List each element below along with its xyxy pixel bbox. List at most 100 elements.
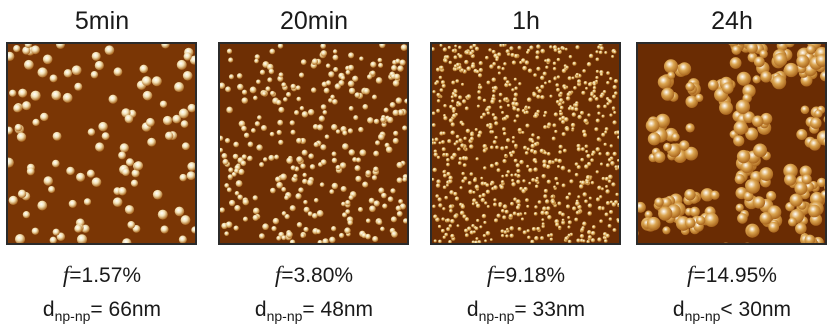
nanoparticle [509,233,514,238]
nanoparticle [55,44,65,49]
nanoparticle [331,157,338,164]
nanoparticle [684,188,696,201]
nanoparticle [436,92,441,97]
distance-subscript: np-np [478,308,515,324]
nanoparticle [226,106,233,114]
nanoparticle [446,218,451,223]
nanoparticle [784,173,797,186]
coverage-value: =3.80% [281,264,354,287]
nanoparticle [439,44,443,47]
nanoparticle [298,187,304,193]
nanoparticle [536,226,541,231]
nanoparticle [278,139,284,146]
nanoparticle [583,118,589,124]
nanoparticle [549,94,553,98]
nanoparticle [458,138,463,143]
nanoparticle [294,110,300,116]
distance-subscript: np-np [684,308,721,324]
nanoparticle [553,112,559,117]
nanoparticle [276,235,282,241]
nanoparticle [437,197,442,202]
nanoparticle [474,128,478,132]
nanoparticle [580,227,585,232]
nanoparticle [485,183,490,188]
nanoparticle [661,87,675,101]
nanoparticle [392,109,399,117]
nanoparticle [561,119,566,125]
nanoparticle [387,196,394,203]
nanoparticle [746,44,758,54]
nanoparticle [735,203,744,212]
nanoparticle [220,135,224,141]
nanoparticle [274,154,280,160]
nanoparticle [250,128,256,134]
nanoparticle [446,227,451,232]
nanoparticle [587,203,593,208]
nanoparticle [276,181,283,189]
nanoparticle [527,235,531,240]
nanoparticle [505,49,510,54]
nanoparticle [444,195,449,200]
nanoparticle [462,214,467,219]
nanoparticle [393,130,399,137]
nanoparticle [599,94,604,99]
nanoparticle [347,219,353,226]
nanoparticle [450,130,455,135]
nanoparticle [505,234,509,238]
nanoparticle [345,69,351,75]
nanoparticle [224,138,231,144]
nanoparticle [502,215,507,220]
nanoparticle [71,65,82,76]
nanoparticle [567,225,571,229]
nanoparticle [376,219,383,226]
nanoparticle [497,71,501,75]
nanoparticle [271,225,277,232]
nanoparticle [227,174,233,180]
nanoparticle [474,46,480,51]
nanoparticle [330,94,335,100]
nanoparticle [446,162,450,167]
nanoparticle [513,158,518,163]
nanoparticle [498,203,502,208]
nanoparticle [597,237,602,242]
nanoparticle [590,230,596,236]
nanoparticle [531,227,536,232]
nanoparticle [556,75,561,79]
nanoparticle [572,206,577,211]
nanoparticle [807,204,821,218]
nanoparticle [438,239,442,243]
nanoparticle [492,140,497,145]
nanoparticle [719,100,733,115]
nanoparticle [458,54,463,59]
nanoparticle [612,151,617,157]
afm-image-svg [432,44,619,243]
nanoparticle [362,181,369,188]
nanoparticle [313,141,319,148]
nanoparticle [277,75,284,82]
nanoparticle [289,205,296,212]
nanoparticle [588,196,592,200]
nanoparticle [51,90,62,101]
nanoparticle [684,217,696,229]
nanoparticle [68,199,77,208]
nanoparticle [557,49,562,55]
nanoparticle [276,129,282,136]
nanoparticle [439,88,444,93]
nanoparticle [511,88,515,92]
nanoparticle [535,55,540,60]
nanoparticle [260,124,267,132]
nanoparticle [546,152,551,156]
nanoparticle [341,143,349,150]
nanoparticle [234,191,240,196]
nanoparticle [612,84,617,90]
nanoparticle [731,45,742,55]
distance-value: = 48nm [302,298,374,321]
nanoparticle [224,183,230,189]
nanoparticle [437,224,442,229]
nanoparticle [525,123,530,128]
nanoparticle [565,96,571,101]
nanoparticle [466,226,472,231]
nanoparticle [237,83,244,91]
nanoparticle [569,179,574,184]
nanoparticle [161,44,170,49]
